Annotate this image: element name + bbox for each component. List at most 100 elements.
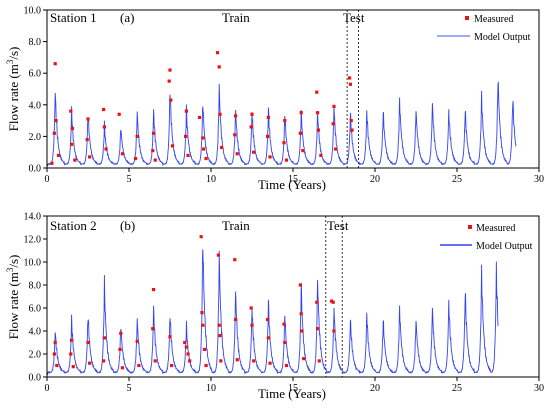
measured-point-a	[215, 51, 220, 55]
measured-point-b	[283, 340, 287, 345]
measured-point-a	[233, 133, 237, 137]
measured-point-b	[119, 331, 123, 335]
series-line-model-output-b	[46, 249, 499, 376]
measured-point-a	[52, 131, 56, 135]
measured-point-a	[70, 142, 74, 146]
x-tick-label-b: 0	[45, 383, 50, 394]
measured-point-b	[153, 359, 157, 363]
measured-point-b	[204, 363, 208, 368]
panel-station-1: Station 1 (a) Train Test 0 5 10 15 20 25 30 0.0…	[5, 6, 544, 193]
x-tick-label-b: 25	[452, 383, 462, 394]
measured-point-a	[301, 149, 305, 153]
measured-point-a	[284, 158, 289, 162]
y-axis-title-a: Flow rate (m3/s)	[5, 47, 21, 132]
legend-a: Measured Model Output	[437, 14, 531, 43]
legend-label-model-output-b: Model Output	[476, 241, 533, 252]
measured-point-b	[284, 363, 289, 368]
measured-point-b	[186, 352, 190, 356]
panel-tag-a: (a)	[120, 10, 134, 25]
measured-point-b	[217, 323, 221, 327]
measured-point-b	[298, 283, 302, 287]
measured-point-a	[234, 114, 238, 118]
measured-point-a	[282, 141, 286, 145]
measured-point-a	[201, 136, 205, 140]
measured-point-a	[217, 65, 221, 69]
measured-point-a	[169, 98, 173, 102]
y-tick-label-a: 6.0	[29, 69, 42, 80]
y-tick-label-b: 2.0	[29, 350, 42, 361]
measured-point-a	[316, 128, 321, 132]
measured-point-b	[265, 317, 270, 322]
measured-point-a	[117, 112, 121, 116]
x-tick-label-b: 10	[206, 383, 216, 394]
measured-point-b	[299, 312, 303, 316]
measured-point-b	[219, 359, 223, 363]
measured-point-a	[151, 149, 155, 153]
measured-point-b	[331, 300, 335, 304]
y-tick-label-b: 14.0	[24, 212, 42, 223]
measured-point-a	[101, 107, 106, 112]
measured-point-b	[300, 329, 304, 333]
measured-point-b	[315, 300, 319, 304]
measured-point-a	[184, 109, 188, 113]
y-tick-label-b: 10.0	[24, 258, 42, 269]
measured-point-a	[220, 145, 224, 150]
measured-point-a	[186, 153, 190, 157]
measured-point-a	[167, 79, 171, 83]
x-tick-label-a: 15	[288, 174, 298, 185]
measured-point-a	[152, 131, 156, 135]
measured-point-a	[70, 126, 75, 131]
measured-point-b	[202, 347, 207, 351]
measured-point-b	[218, 334, 222, 338]
measured-point-b	[120, 366, 125, 370]
panel-title-station-2: Station 2	[50, 218, 97, 233]
measured-point-a	[283, 119, 287, 123]
measured-point-b	[86, 340, 90, 345]
x-tick-label-b: 20	[370, 383, 380, 394]
measured-point-a	[315, 90, 319, 94]
measured-point-a	[197, 115, 202, 120]
measured-point-a	[85, 137, 89, 142]
measured-point-a	[268, 155, 272, 159]
measured-point-b	[316, 327, 320, 331]
measured-point-b	[199, 235, 203, 239]
measured-point-b	[118, 347, 122, 351]
y-tick-label-a: 10.0	[24, 6, 42, 17]
measured-point-a	[204, 156, 208, 161]
measured-point-b	[201, 323, 205, 327]
test-label-a: Test	[343, 10, 365, 25]
legend-b: Measured Model Output	[440, 223, 533, 252]
measured-point-b	[70, 338, 74, 342]
legend-label-model-output-a: Model Output	[474, 32, 531, 43]
measured-point-a	[252, 150, 256, 154]
measured-point-a	[53, 62, 57, 66]
x-tick-label-a: 0	[45, 174, 50, 185]
measured-point-b	[69, 352, 73, 356]
measured-point-a	[120, 152, 125, 156]
measured-point-b	[188, 359, 192, 363]
y-tick-label-b: 0.0	[29, 373, 42, 384]
x-tick-label-a: 5	[127, 174, 132, 185]
measured-point-a	[316, 111, 320, 115]
legend-label-measured-b: Measured	[476, 223, 515, 234]
measured-point-b	[170, 363, 174, 368]
measured-point-a	[104, 147, 108, 151]
x-tick-label-b: 15	[288, 383, 298, 394]
measured-point-a	[218, 112, 222, 116]
measured-point-b	[329, 299, 334, 303]
measured-point-b	[152, 288, 156, 292]
measured-point-b	[55, 363, 59, 368]
x-tick-label-a: 20	[370, 174, 380, 185]
measured-point-a	[88, 155, 92, 159]
measured-point-a	[168, 68, 172, 72]
y-tick-label-b: 8.0	[29, 281, 42, 292]
measured-point-a	[54, 119, 58, 123]
measured-point-a	[56, 153, 61, 157]
plot-area-b: 0 5 10 15 20 25 30 0.0 2.0 4.0 6.0 8.0 10.0 12.0 14.0	[24, 212, 545, 395]
axes-frame-b	[46, 215, 540, 378]
measured-point-a	[348, 82, 352, 86]
measured-point-b	[184, 345, 188, 349]
measured-point-a	[183, 134, 188, 138]
measured-point-a	[331, 122, 335, 126]
measured-point-b	[250, 323, 254, 327]
